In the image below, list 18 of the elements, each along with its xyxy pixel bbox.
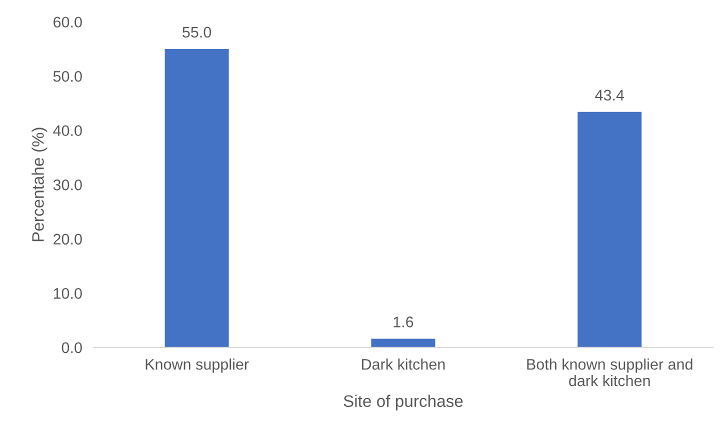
x-tick-label: Dark kitchen <box>362 358 445 370</box>
x-tick-label: Both known supplier and dark kitchen <box>527 358 692 386</box>
y-tick-label: 20.0 <box>54 234 82 245</box>
bar <box>371 338 436 348</box>
y-tick-label: 40.0 <box>53 125 82 136</box>
bar <box>164 48 229 348</box>
x-tick-label: Known supplier <box>146 358 249 373</box>
y-tick-label: 10.0 <box>54 288 82 299</box>
data-label: 55.0 <box>182 26 212 38</box>
x-axis-title: Site of purchase <box>344 394 463 410</box>
y-tick-label: 60.0 <box>54 16 82 28</box>
data-label: 1.6 <box>394 316 414 328</box>
y-axis-title: Percentahe (%) <box>32 128 48 242</box>
bar <box>578 112 642 348</box>
y-tick-label: 30.0 <box>53 180 82 190</box>
y-tick-label: 50.0 <box>53 70 82 82</box>
data-label: 43.4 <box>595 90 624 101</box>
y-tick-label: 0.0 <box>62 342 82 354</box>
